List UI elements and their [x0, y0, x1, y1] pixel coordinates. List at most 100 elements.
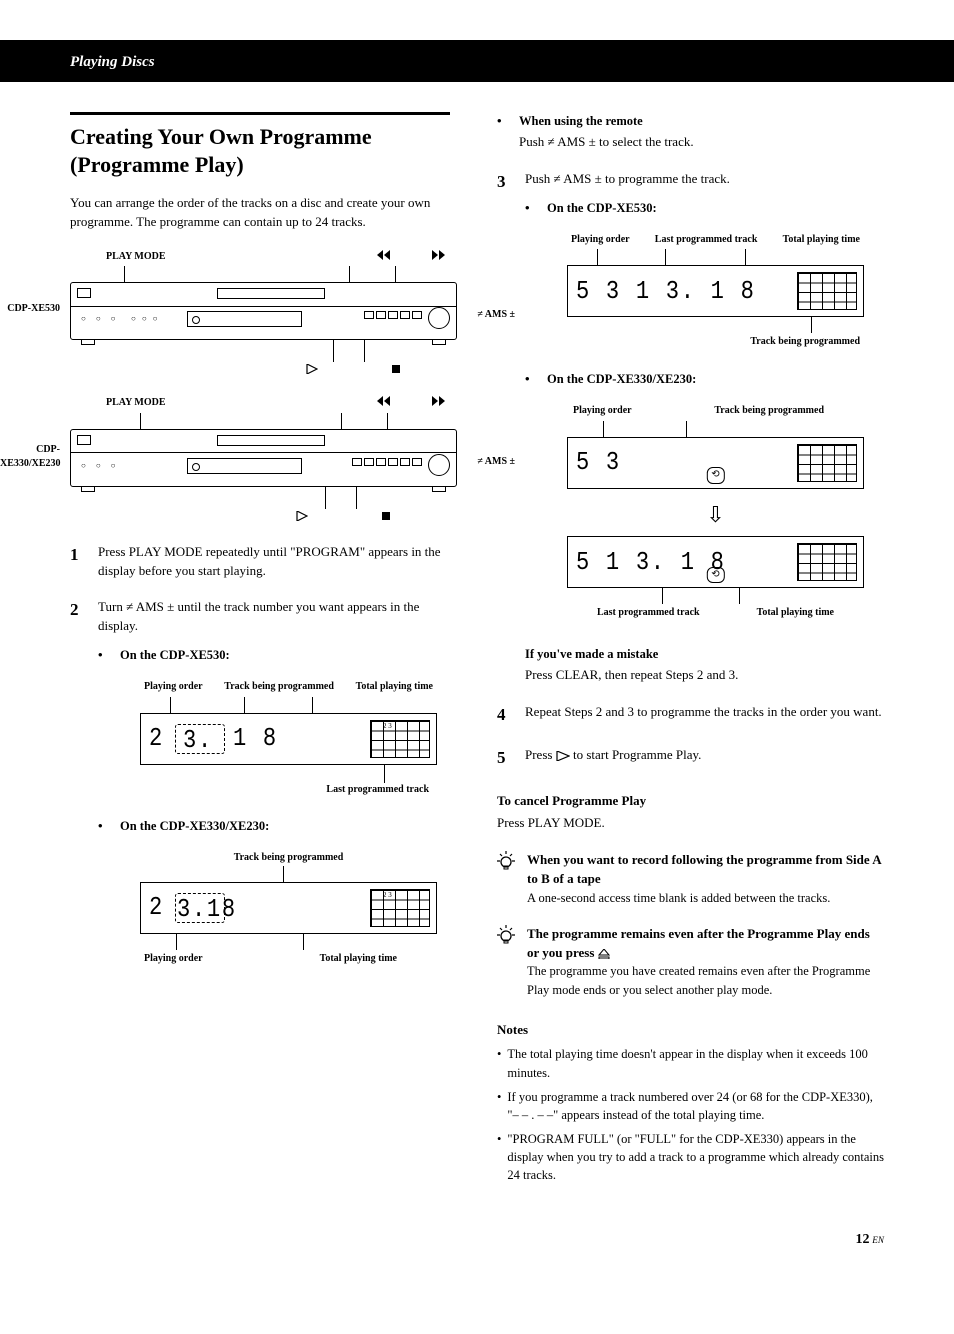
callout-ticks-1 [70, 266, 457, 282]
lcd-segments: 1 8 [233, 720, 278, 758]
tip-icon [497, 925, 515, 945]
lcd-segments: 2 [149, 889, 164, 927]
sub-bullet: • [98, 646, 112, 807]
right-column: • When using the remote Push ≠ AMS ± to … [497, 112, 884, 1190]
jog-label-2: ≠ AMS ± [477, 455, 515, 470]
repeat-icon: ⟲ [706, 567, 724, 584]
callout: Track being programmed [714, 404, 824, 419]
step-number: 5 [497, 746, 515, 771]
step-text: Turn ≠ AMS ± until the track number you … [98, 599, 419, 633]
lcd-panel-1: Playing order Track being programmed Tot… [140, 680, 437, 797]
next-icon [431, 250, 447, 260]
callout: Last programmed track [326, 784, 429, 795]
calendar-grid [797, 272, 857, 310]
down-arrow-icon: ⇩ [547, 499, 884, 531]
tip-icon [497, 851, 515, 871]
tip-body-text: The programme you have created remains e… [527, 964, 870, 996]
sub-bullet: • [98, 817, 112, 976]
prev-icon [375, 250, 391, 260]
note-item: The total playing time doesn't appear in… [507, 1045, 884, 1081]
callout-ticks-2b [70, 487, 457, 509]
play-icon [556, 751, 570, 761]
callout-ticks-2 [70, 413, 457, 429]
sub-title: On the CDP-XE330/XE230: [120, 817, 457, 835]
jog-label-1: ≠ AMS ± [477, 308, 515, 323]
band-title: Playing Discs [70, 54, 155, 70]
next-icon [431, 396, 447, 406]
lcd-segments: 5 3 [576, 444, 621, 482]
sub-title: On the CDP-XE530: [547, 199, 884, 217]
tip-title: When you want to record following the pr… [527, 852, 881, 886]
callout: Total playing time [356, 680, 433, 695]
play-icon [306, 364, 318, 374]
callout: Playing order [144, 952, 203, 967]
left-column: Creating Your Own Programme (Programme P… [70, 112, 457, 1190]
step-text: Push ≠ AMS ± to programme the track. [525, 171, 730, 186]
mistake-body: Press CLEAR, then repeat Steps 2 and 3. [525, 667, 738, 682]
mistake-title: If you've made a mistake [525, 645, 884, 663]
callout: Last programmed track [597, 606, 700, 621]
blink-indicator: 3.18 [175, 893, 225, 923]
right-lead-text: Push ≠ AMS ± to select the track. [519, 134, 694, 149]
section-band: Playing Discs [0, 40, 954, 82]
player-drawing-xe330: ○ ○ ○ [70, 429, 457, 487]
prev-icon [375, 396, 391, 406]
callout: Total playing time [320, 952, 397, 967]
player-figure-top: PLAY MODE ○ ○ ○○ ○ ○ [70, 250, 457, 375]
sub-title: When using the remote [519, 112, 884, 130]
page-footer: 12 EN [70, 1230, 884, 1254]
step-3: 3 Push ≠ AMS ± to programme the track. •… [497, 170, 884, 685]
note-item: If you programme a track numbered over 2… [507, 1088, 884, 1124]
lcd-panel-2: Track being programmed 2 3.18 [140, 851, 437, 966]
callout: Track being programmed [224, 680, 334, 695]
step-1: 1 Press PLAY MODE repeatedly until "PROG… [70, 543, 457, 581]
callout: Last programmed track [655, 233, 758, 248]
step-2: 2 Turn ≠ AMS ± until the track number yo… [70, 598, 457, 976]
player-figure-bottom: PLAY MODE ○ ○ ○ [70, 396, 457, 521]
callout-ticks-1b [70, 340, 457, 362]
play-icon [296, 511, 308, 521]
lcd-panel-5: 5 1 3. 1 8 ⟲ Last programmed track Total… [567, 536, 864, 621]
note-item: "PROGRAM FULL" (or "FULL" for the CDP-XE… [507, 1130, 884, 1184]
step-text: Press PLAY MODE repeatedly until "PROGRA… [98, 543, 457, 581]
step-number: 1 [70, 543, 88, 581]
callout: Track being programmed [234, 852, 344, 863]
step-number: 2 [70, 598, 88, 976]
callout: Track being programmed [750, 336, 860, 347]
lcd-segments: 2 [149, 720, 164, 758]
step-text-pre: Press [525, 747, 556, 762]
sub-bullet: • [497, 112, 511, 152]
tip-2: The programme remains even after the Pro… [497, 925, 884, 999]
stop-icon [381, 511, 391, 521]
blink-indicator: 3. [175, 724, 225, 754]
tip-1: When you want to record following the pr… [497, 851, 884, 907]
callout-playmode-2: PLAY MODE [106, 396, 166, 411]
tip-body-text: A one-second access time blank is added … [527, 891, 830, 905]
model-label-2: CDP-XE330/XE230 [0, 443, 60, 472]
eject-icon [598, 949, 610, 959]
section-title: Creating Your Own Programme (Programme P… [70, 123, 457, 178]
sub-bullet: • [525, 370, 539, 631]
intro-paragraph: You can arrange the order of the tracks … [70, 194, 457, 232]
page-lang: EN [872, 1235, 884, 1245]
lcd-panel-4: Playing order Track being programmed 5 3 [567, 404, 864, 489]
stop-icon [391, 364, 401, 374]
title-rule [70, 112, 450, 115]
tip-title-pre: The programme remains even after the Pro… [527, 926, 870, 960]
repeat-icon: ⟲ [706, 467, 724, 484]
step-5: 5 Press to start Programme Play. [497, 746, 884, 771]
calendar-grid: 2 3 [370, 720, 430, 758]
sub-bullet: • [525, 199, 539, 360]
callout: Total playing time [757, 606, 834, 621]
step-text: Repeat Steps 2 and 3 to programme the tr… [525, 703, 884, 728]
sub-title: On the CDP-XE330/XE230: [547, 370, 884, 388]
page-number: 12 [856, 1232, 870, 1247]
calendar-grid: 2 3 [370, 889, 430, 927]
model-label-1: CDP-XE530 [0, 302, 60, 317]
lcd-panel-3: Playing order Last programmed track Tota… [567, 233, 864, 350]
calendar-grid [797, 543, 857, 581]
calendar-grid [797, 444, 857, 482]
step-text-post: to start Programme Play. [573, 747, 701, 762]
callout: Playing order [573, 404, 632, 419]
sub-title: On the CDP-XE530: [120, 646, 457, 664]
